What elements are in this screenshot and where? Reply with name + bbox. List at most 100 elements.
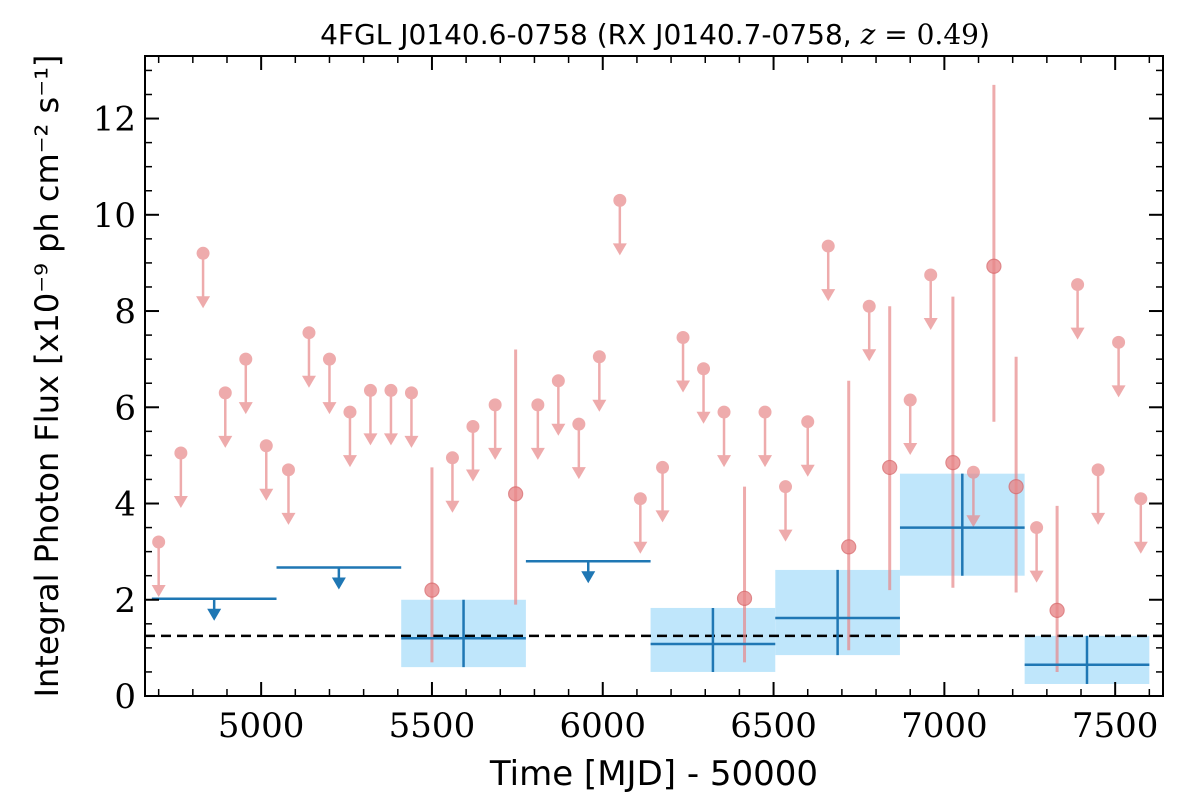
x-tick-label-3: 6500 bbox=[730, 706, 817, 746]
short-upper-limit-arrow-36 bbox=[1091, 512, 1106, 525]
y-axis-label: Integral Photon Flux [x10⁻⁹ ph cm⁻² s⁻¹] bbox=[28, 55, 66, 698]
short-upper-limit-arrow-2 bbox=[196, 296, 211, 309]
short-upper-limit-marker-1 bbox=[174, 446, 188, 460]
short-upper-limit-10 bbox=[363, 383, 378, 446]
short-upper-limit-arrow-1 bbox=[173, 495, 188, 508]
short-upper-limit-arrow-35 bbox=[1070, 327, 1085, 340]
chart-title: 4FGL J0140.6-0758 (RX J0140.7-0758, z = … bbox=[320, 18, 990, 51]
y-tick-label-3: 6 bbox=[114, 388, 136, 428]
short-upper-limit-29 bbox=[821, 239, 836, 302]
short-upper-limit-marker-17 bbox=[551, 374, 565, 388]
long-detection-2 bbox=[775, 569, 900, 656]
short-upper-limit-arrow-18 bbox=[571, 467, 586, 480]
short-upper-limit-arrow-10 bbox=[363, 433, 378, 446]
short-upper-limit-28 bbox=[800, 415, 815, 477]
short-upper-limit-arrow-4 bbox=[238, 402, 253, 415]
short-upper-limit-arrow-32 bbox=[923, 317, 938, 330]
short-detection-marker-1 bbox=[508, 486, 524, 502]
short-upper-limit-9 bbox=[342, 405, 357, 468]
short-upper-limit-arrow-8 bbox=[322, 402, 337, 415]
short-upper-limit-marker-28 bbox=[801, 415, 815, 429]
x-tick-label-1: 5500 bbox=[389, 706, 476, 746]
long-detection-1 bbox=[650, 607, 776, 672]
short-upper-limit-marker-21 bbox=[633, 492, 647, 506]
short-upper-limit-marker-18 bbox=[572, 417, 586, 431]
short-upper-limit-marker-15 bbox=[488, 398, 502, 412]
short-upper-limit-arrow-29 bbox=[821, 289, 836, 302]
short-upper-limit-22 bbox=[655, 460, 670, 523]
x-tick-label-0: 5000 bbox=[218, 706, 305, 746]
short-upper-limit-14 bbox=[465, 420, 480, 482]
long-upper-limit-1 bbox=[276, 566, 402, 590]
short-upper-limit-arrow-30 bbox=[862, 349, 877, 362]
short-upper-limit-marker-13 bbox=[445, 451, 459, 465]
long-detection-0 bbox=[401, 599, 526, 668]
short-upper-limit-1 bbox=[173, 446, 188, 508]
short-upper-limit-marker-16 bbox=[531, 398, 545, 412]
short-upper-limit-arrow-3 bbox=[218, 435, 233, 448]
short-upper-limit-marker-3 bbox=[218, 386, 232, 400]
x-tick-labels: 5000 5500 6000 6500 7000 7500 bbox=[218, 706, 1159, 746]
short-upper-limit-25 bbox=[717, 405, 732, 468]
long-detection-4 bbox=[1024, 635, 1150, 684]
chart-title-z: z bbox=[860, 18, 876, 51]
short-upper-limit-marker-11 bbox=[384, 383, 398, 397]
short-upper-limit-35 bbox=[1070, 278, 1085, 340]
short-upper-limit-arrow-27 bbox=[778, 529, 793, 542]
short-upper-limit-30 bbox=[862, 299, 877, 362]
short-upper-limit-arrow-28 bbox=[800, 464, 815, 477]
y-tick-labels: 0 2 4 6 8 10 12 bbox=[93, 100, 136, 717]
x-tick-label-5: 7500 bbox=[1072, 706, 1159, 746]
short-upper-limit-arrow-22 bbox=[655, 510, 670, 523]
short-upper-limit-27 bbox=[778, 480, 793, 542]
long-upper-limit-arrow-0 bbox=[207, 608, 222, 621]
short-upper-limit-marker-26 bbox=[758, 405, 772, 419]
short-upper-limit-20 bbox=[612, 193, 627, 256]
short-upper-limit-marker-31 bbox=[903, 393, 917, 407]
short-upper-limit-5 bbox=[259, 439, 274, 501]
short-upper-limit-32 bbox=[923, 268, 938, 330]
x-tick-label-2: 6000 bbox=[559, 706, 646, 746]
short-detection-6 bbox=[986, 84, 1002, 422]
short-upper-limit-arrow-31 bbox=[903, 443, 918, 456]
short-detection-5 bbox=[945, 296, 961, 588]
short-upper-limit-arrow-26 bbox=[758, 455, 773, 468]
short-detection-marker-7 bbox=[1008, 479, 1024, 495]
short-detection-marker-8 bbox=[1049, 602, 1065, 618]
short-upper-limit-13 bbox=[445, 451, 460, 513]
short-upper-limit-marker-20 bbox=[613, 193, 627, 207]
chart-title-prefix: 4FGL J0140.6-0758 (RX J0140.7-0758, bbox=[320, 18, 860, 51]
short-upper-limit-2 bbox=[196, 246, 211, 309]
long-upper-limit-arrow-2 bbox=[581, 571, 596, 584]
short-upper-limit-19 bbox=[592, 350, 607, 412]
short-upper-limit-arrow-13 bbox=[445, 500, 460, 513]
short-upper-limit-arrow-20 bbox=[612, 243, 627, 256]
short-detection-1 bbox=[508, 349, 524, 605]
short-upper-limit-arrow-9 bbox=[342, 455, 357, 468]
short-upper-limit-marker-35 bbox=[1071, 278, 1085, 292]
short-upper-limit-arrow-17 bbox=[551, 423, 566, 436]
short-upper-limit-marker-36 bbox=[1091, 463, 1105, 477]
short-upper-limit-4 bbox=[238, 352, 253, 415]
long-detection-3 bbox=[899, 473, 1025, 576]
short-upper-limit-arrow-21 bbox=[633, 541, 648, 554]
short-upper-limit-marker-32 bbox=[924, 268, 938, 282]
short-upper-limit-17 bbox=[551, 374, 566, 436]
short-upper-limit-arrow-11 bbox=[383, 433, 398, 446]
short-detection-0 bbox=[424, 467, 440, 663]
short-upper-limit-23 bbox=[676, 331, 691, 393]
short-upper-limit-arrow-38 bbox=[1133, 541, 1148, 554]
short-upper-limit-arrow-16 bbox=[530, 447, 545, 460]
short-upper-limit-arrow-25 bbox=[717, 455, 732, 468]
short-upper-limit-arrow-19 bbox=[592, 399, 607, 412]
short-upper-limit-marker-10 bbox=[363, 383, 377, 397]
y-tick-label-4: 8 bbox=[114, 292, 136, 332]
short-upper-limit-marker-27 bbox=[779, 480, 793, 494]
chart-title-suffix: ) bbox=[979, 18, 990, 51]
short-upper-limit-marker-19 bbox=[592, 350, 606, 364]
short-upper-limit-7 bbox=[301, 326, 316, 388]
short-upper-limit-marker-6 bbox=[281, 463, 295, 477]
short-upper-limit-38 bbox=[1133, 492, 1148, 554]
short-upper-limit-16 bbox=[530, 398, 545, 460]
